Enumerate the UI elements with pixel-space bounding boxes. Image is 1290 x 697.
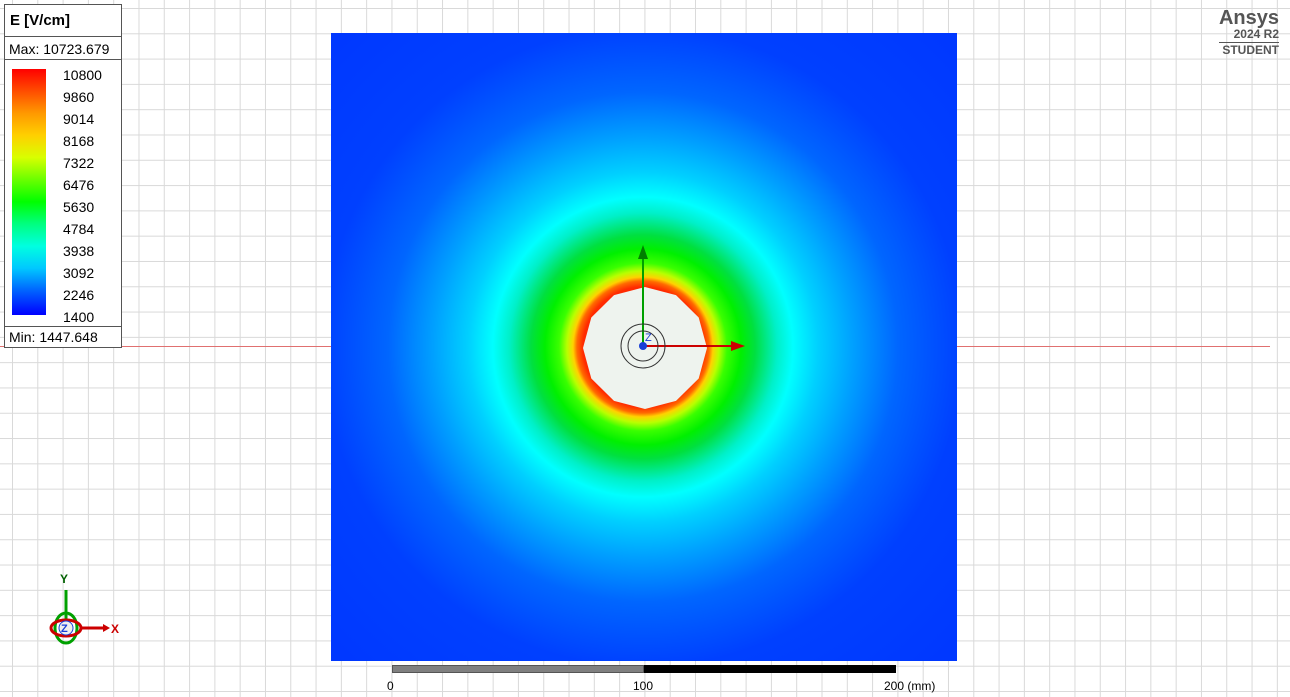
legend-max-value: Max: 10723.679 [5,38,121,60]
scale-label-100: 100 [633,679,654,693]
legend-tick: 6476 [63,177,95,193]
triad-z-ring [53,611,79,645]
scale-label-200: 200 (mm) [884,679,936,693]
ansys-logo: Ansys 2024 R2 STUDENT [1218,7,1279,57]
legend-tick: 4784 [63,221,95,237]
legend-tick: 3092 [63,265,95,281]
local-x-arrow-icon [731,341,745,351]
triad-x-label: X [111,622,119,636]
brand-version: 2024 R2 [1218,28,1279,43]
scale-label-0: 0 [387,679,394,693]
scale-bar-segment-1 [392,665,644,673]
legend-tick: 5630 [63,199,95,215]
triad-y-label: Y [60,572,68,586]
legend-tick: 3938 [63,243,95,259]
brand-name: Ansys [1218,7,1279,29]
triad-x-arrow-icon [103,624,110,632]
triad-z-label: Z [61,623,68,635]
origin-dot-icon [639,342,647,350]
local-z-label: Z [645,332,652,344]
local-y-arrow-icon [638,245,648,259]
legend-color-bar [12,69,46,315]
legend-tick: 9014 [63,111,95,127]
triad-center-icon [58,620,74,636]
field-legend[interactable]: E [V/cm] Max: 10723.679 10800 9860 9014 … [4,4,122,348]
triad-x-ring [49,618,83,638]
legend-min-value: Min: 1447.648 [5,326,121,347]
legend-tick: 1400 [63,309,95,325]
legend-tick: 9860 [63,89,95,105]
legend-tick: 2246 [63,287,95,303]
scale-bar-segment-2 [644,665,896,673]
legend-tick: 7322 [63,155,95,171]
legend-tick: 8168 [63,133,95,149]
legend-title: E [V/cm] [5,5,121,37]
origin-ring-outer [620,323,666,369]
legend-tick: 10800 [63,67,102,83]
brand-edition: STUDENT [1222,43,1279,57]
origin-ring-inner [627,330,659,362]
